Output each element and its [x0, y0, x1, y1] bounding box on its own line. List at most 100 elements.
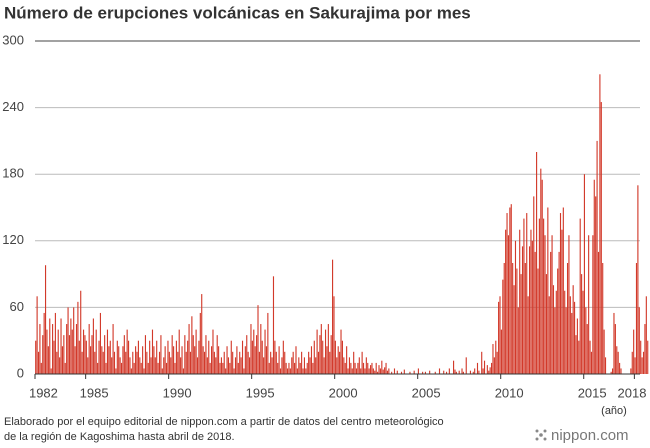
bar: [481, 351, 483, 374]
bar: [348, 357, 351, 374]
bar: [344, 362, 346, 374]
bar: [365, 357, 367, 374]
bar: [154, 357, 156, 374]
bar: [211, 346, 213, 374]
bar: [385, 362, 387, 374]
bar: [90, 346, 92, 374]
bar: [237, 362, 239, 374]
bar: [99, 312, 101, 374]
bar: [220, 357, 222, 374]
bar: [125, 351, 127, 374]
bar: [135, 346, 137, 374]
bar: [36, 296, 38, 374]
bar: [47, 346, 49, 374]
bar: [474, 368, 476, 374]
x-tick-label: 1982: [29, 385, 58, 400]
bar: [146, 351, 148, 374]
bar: [104, 335, 106, 374]
bar: [270, 351, 272, 374]
bar: [68, 335, 71, 374]
bar: [512, 263, 514, 374]
bar: [256, 335, 258, 374]
bar: [305, 368, 307, 374]
bar: [333, 296, 335, 374]
bar: [384, 367, 386, 374]
bar: [147, 362, 149, 374]
bar: [513, 285, 515, 374]
bar: [277, 362, 279, 374]
bar: [590, 351, 593, 374]
bar: [382, 369, 384, 374]
bar: [258, 351, 260, 374]
bar: [603, 329, 605, 374]
bar: [274, 340, 276, 374]
bar: [505, 229, 507, 374]
bar: [208, 340, 210, 374]
bar: [102, 351, 104, 374]
bar: [379, 368, 381, 374]
y-tick-label: 300: [2, 32, 24, 47]
bar: [499, 296, 501, 374]
bar: [391, 371, 393, 374]
bar: [488, 370, 490, 374]
bar: [516, 268, 518, 374]
bar: [306, 362, 308, 374]
bar: [519, 229, 521, 374]
bar: [612, 368, 614, 374]
bar: [588, 235, 590, 374]
bar: [323, 357, 325, 374]
y-tick-label: 0: [17, 365, 24, 380]
bar: [294, 362, 296, 374]
bar: [81, 351, 83, 374]
bar: [465, 357, 467, 374]
bar: [381, 360, 383, 374]
bar: [194, 346, 196, 374]
bar: [409, 371, 411, 374]
bar: [142, 346, 144, 374]
bar: [59, 357, 61, 374]
bar: [88, 324, 90, 374]
bar: [527, 296, 529, 374]
bar: [164, 346, 166, 374]
bar: [469, 370, 472, 374]
bar: [489, 367, 491, 374]
bar: [78, 340, 80, 374]
bar: [116, 340, 118, 374]
bar: [602, 263, 604, 374]
bar: [638, 307, 640, 374]
bar: [296, 368, 298, 374]
bar: [108, 346, 110, 374]
bar: [74, 346, 76, 374]
bar: [500, 329, 502, 374]
bar: [645, 296, 647, 374]
bar: [77, 301, 79, 374]
bar: [544, 235, 546, 374]
bar: [498, 301, 500, 374]
bar: [241, 340, 244, 374]
bar: [495, 340, 497, 374]
y-tick-label: 240: [2, 99, 24, 114]
bar: [476, 362, 479, 374]
bar: [377, 371, 379, 374]
bar: [70, 318, 72, 374]
bar: [370, 365, 372, 374]
bar: [482, 368, 484, 374]
bar: [53, 340, 55, 374]
bar: [347, 368, 349, 374]
bar: [550, 251, 552, 374]
bar: [461, 368, 463, 374]
bar: [95, 329, 97, 374]
bar: [157, 362, 159, 374]
bar: [592, 235, 594, 374]
bar: [254, 346, 256, 374]
bar: [552, 285, 555, 374]
bar: [246, 335, 248, 374]
bar: [445, 371, 448, 374]
bar: [517, 307, 519, 374]
bar: [375, 362, 377, 374]
bar: [604, 357, 607, 374]
bar: [503, 263, 505, 374]
bar: [368, 368, 370, 374]
bar: [263, 357, 265, 374]
bar: [537, 268, 539, 374]
